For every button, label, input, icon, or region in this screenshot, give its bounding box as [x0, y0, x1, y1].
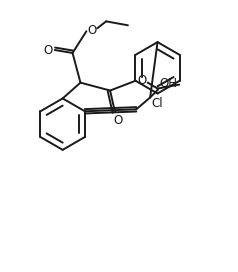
Text: O: O: [43, 44, 52, 57]
Text: O: O: [137, 74, 146, 87]
Text: Cl: Cl: [152, 97, 163, 110]
Text: O: O: [88, 24, 97, 37]
Text: O: O: [113, 114, 123, 127]
Text: OH: OH: [159, 77, 177, 90]
